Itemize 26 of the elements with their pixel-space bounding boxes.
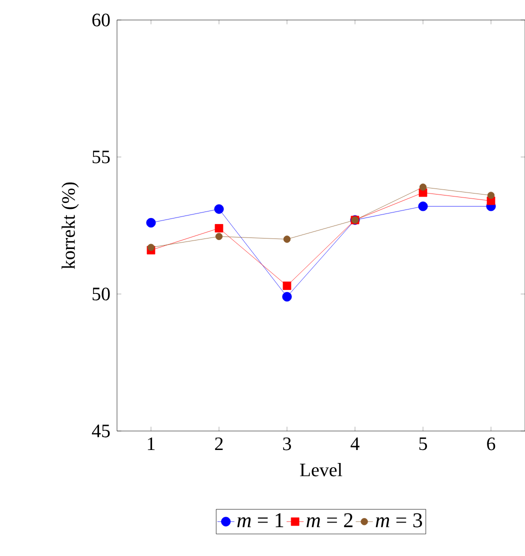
- x-axis-title: Level: [300, 463, 342, 476]
- y-tick-label: 60: [92, 14, 110, 26]
- point: [283, 236, 291, 243]
- point: [419, 184, 427, 191]
- y-axis-title: korrekt (%): [62, 182, 79, 270]
- point: [282, 292, 292, 302]
- y-tick-label: 50: [92, 288, 110, 300]
- point: [487, 192, 495, 199]
- x-tick-label: 2: [215, 438, 223, 450]
- point: [147, 244, 155, 252]
- y-tick-label: 45: [92, 424, 110, 438]
- point: [214, 224, 224, 232]
- x-tick-label: 4: [350, 438, 360, 450]
- x-tick-label: 5: [419, 438, 427, 450]
- legend-label: m = 3: [376, 513, 422, 528]
- point: [282, 282, 292, 290]
- x-tick-label: 3: [283, 438, 291, 450]
- x-tick-label: 6: [487, 438, 496, 450]
- point: [146, 218, 156, 228]
- legend-label: m = 2: [306, 513, 352, 528]
- point: [215, 232, 223, 240]
- legend-label: m = 1: [237, 513, 284, 528]
- x-tick-label: 1: [148, 438, 155, 450]
- point: [418, 202, 428, 212]
- point: [214, 204, 224, 214]
- y-tick-label: 55: [92, 150, 110, 164]
